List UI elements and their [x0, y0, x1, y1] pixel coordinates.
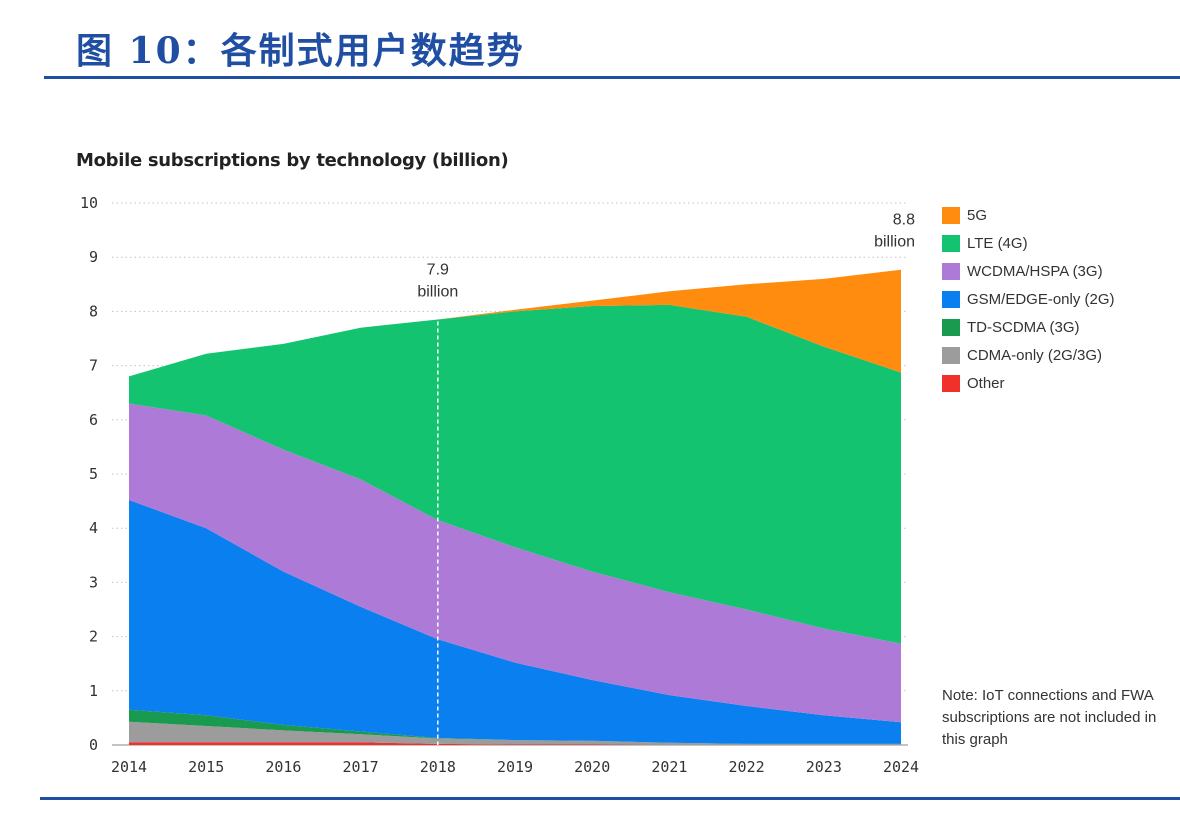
annotation-unit: billion	[417, 284, 458, 301]
legend-item-lte: LTE (4G)	[942, 229, 1115, 257]
x-tick-label: 2018	[420, 758, 456, 776]
bottom-divider	[40, 797, 1180, 800]
y-axis: 0 1 2 3 4 5 6 7 8 9 10	[80, 194, 98, 754]
y-tick-label: 7	[89, 357, 98, 375]
legend: 5G LTE (4G) WCDMA/HSPA (3G) GSM/EDGE-onl…	[942, 201, 1115, 397]
x-tick-label: 2017	[343, 758, 379, 776]
legend-label-other: Other	[967, 374, 1005, 392]
legend-item-tdscdma: TD-SCDMA (3G)	[942, 313, 1115, 341]
legend-swatch-wcdma	[942, 262, 960, 280]
x-tick-label: 2016	[265, 758, 301, 776]
y-tick-label: 2	[89, 628, 98, 646]
y-tick-label: 9	[89, 248, 98, 266]
y-tick-label: 0	[89, 736, 98, 754]
area-td-scdma-3g	[129, 709, 901, 744]
legend-label-lte: LTE (4G)	[967, 234, 1028, 252]
area-5g	[129, 269, 901, 377]
legend-swatch-other	[942, 374, 960, 392]
legend-label-tdscdma: TD-SCDMA (3G)	[967, 318, 1080, 336]
legend-label-wcdma: WCDMA/HSPA (3G)	[967, 262, 1103, 280]
legend-item-5g: 5G	[942, 201, 1115, 229]
legend-swatch-tdscdma	[942, 318, 960, 336]
legend-item-wcdma: WCDMA/HSPA (3G)	[942, 257, 1115, 285]
x-tick-label: 2021	[651, 758, 687, 776]
x-axis: 2014 2015 2016 2017 2018 2019 2020 2021 2022 2023…	[111, 758, 919, 776]
y-tick-label: 8	[89, 302, 98, 320]
x-tick-label: 2022	[729, 758, 765, 776]
y-tick-label: 6	[89, 411, 98, 429]
legend-label-gsm: GSM/EDGE-only (2G)	[967, 290, 1115, 308]
legend-swatch-gsm	[942, 290, 960, 308]
legend-swatch-cdma	[942, 346, 960, 364]
x-tick-label: 2023	[806, 758, 842, 776]
annotation-value: 7.9	[427, 262, 449, 279]
legend-item-cdma: CDMA-only (2G/3G)	[942, 341, 1115, 369]
x-tick-label: 2019	[497, 758, 533, 776]
area-gsm-edge-only-2g	[129, 500, 901, 744]
chart-note: Note: IoT connections and FWA subscripti…	[942, 687, 1157, 748]
x-tick-label: 2014	[111, 758, 147, 776]
annotation-unit: billion	[874, 234, 915, 251]
area-other	[129, 742, 901, 745]
y-tick-label: 1	[89, 682, 98, 700]
area-wcdma-hspa-3g	[129, 403, 901, 723]
figure-title: 图 10：各制式用户数趋势	[76, 30, 525, 72]
area-cdma-only-2g-3g	[129, 721, 901, 745]
legend-swatch-lte	[942, 234, 960, 252]
legend-swatch-5g	[942, 206, 960, 224]
legend-label-cdma: CDMA-only (2G/3G)	[967, 346, 1103, 364]
legend-item-gsm: GSM/EDGE-only (2G)	[942, 285, 1115, 313]
x-tick-label: 2020	[574, 758, 610, 776]
annotation-value: 8.8	[893, 212, 915, 229]
y-tick-label: 4	[89, 519, 98, 537]
y-tick-label: 10	[80, 194, 98, 212]
area-lte-4g	[129, 304, 901, 644]
chart-title: Mobile subscriptions by technology (bill…	[76, 150, 509, 171]
y-tick-label: 3	[89, 573, 98, 591]
legend-item-other: Other	[942, 369, 1115, 397]
x-tick-label: 2015	[188, 758, 224, 776]
y-tick-label: 5	[89, 465, 98, 483]
x-tick-label: 2024	[883, 758, 919, 776]
legend-label-5g: 5G	[967, 206, 988, 224]
top-divider	[44, 76, 1180, 79]
area-layer	[129, 269, 901, 745]
annotation-layer: 7.9 billion 8.8 billion	[417, 212, 915, 745]
